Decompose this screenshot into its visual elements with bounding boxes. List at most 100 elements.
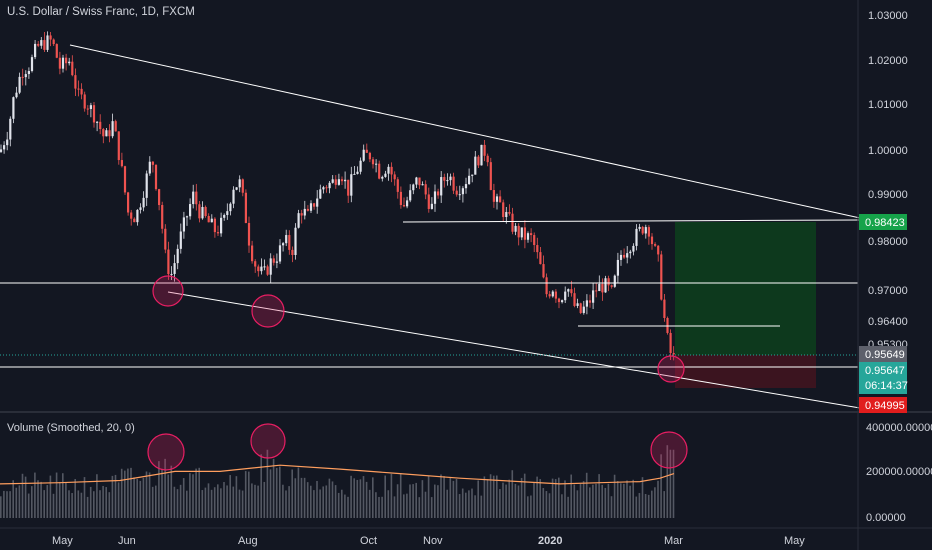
candle-body <box>424 184 427 195</box>
lower-trendline[interactable] <box>167 291 861 409</box>
volume-bar <box>279 466 281 518</box>
volume-circle-1[interactable] <box>147 433 185 471</box>
volume-bar <box>545 491 548 518</box>
volume-bar <box>666 445 669 518</box>
volume-bar <box>124 470 126 518</box>
volume-bar <box>378 496 380 518</box>
candle-body <box>213 218 216 233</box>
touch-circle-3[interactable] <box>657 355 685 383</box>
candle-body <box>632 245 635 252</box>
volume-axis[interactable]: 400000.00000 200000.00000 0.00000 <box>866 422 932 524</box>
price-tick: 0.97000 <box>868 285 908 297</box>
candle-body <box>210 218 213 223</box>
volume-bar <box>65 482 67 518</box>
time-tick: 2020 <box>538 535 562 547</box>
volume-bar <box>368 489 371 518</box>
volume-bar <box>263 481 266 518</box>
target-zone[interactable] <box>675 222 816 355</box>
volume-bar <box>43 490 45 518</box>
volume-bar <box>297 467 300 518</box>
candle-body <box>359 160 362 172</box>
volume-bar <box>260 454 262 518</box>
candle-body <box>561 300 564 303</box>
volume-circle-3[interactable] <box>650 431 688 469</box>
candle-body <box>393 174 396 180</box>
volume-bar <box>613 474 616 518</box>
volume-bar <box>489 474 492 518</box>
volume-bar <box>601 484 603 518</box>
time-axis[interactable]: May Jun Aug Oct Nov 2020 Mar May <box>52 535 805 547</box>
candle-body <box>604 278 607 293</box>
volume-bar <box>151 486 154 518</box>
touch-circle-1[interactable] <box>152 275 184 307</box>
candle-body <box>663 299 666 318</box>
candle-body <box>111 121 114 137</box>
candle-body <box>161 205 164 229</box>
candle-body <box>130 212 133 219</box>
volume-bar <box>235 476 238 518</box>
volume-bar <box>654 487 656 518</box>
candle-body <box>480 144 483 166</box>
candle-body <box>40 40 43 46</box>
volume-bar <box>331 481 334 518</box>
touch-circle-2[interactable] <box>251 294 285 328</box>
candle-body <box>21 76 24 78</box>
candle-body <box>623 254 626 258</box>
time-tick: May <box>784 535 805 547</box>
candle-body <box>12 97 15 119</box>
candle-body <box>616 259 619 276</box>
candle-body <box>127 192 130 213</box>
candle-body <box>77 88 80 90</box>
candle-body <box>601 283 604 293</box>
candle-body <box>263 266 266 268</box>
volume-bar <box>21 473 24 518</box>
candle-body <box>495 196 499 202</box>
candle-body <box>65 57 68 64</box>
volume-bar <box>328 478 331 518</box>
volume-bar <box>657 480 659 518</box>
svg-text:0.98423: 0.98423 <box>865 217 905 229</box>
volume-bar <box>387 490 390 518</box>
volume-bar <box>303 477 306 518</box>
price-tick: 1.02000 <box>868 55 908 67</box>
time-tick: Nov <box>423 535 443 547</box>
candle-body <box>486 155 489 163</box>
candle-body <box>576 303 579 306</box>
stop-zone[interactable] <box>675 355 816 388</box>
volume-bar <box>616 481 619 518</box>
candle-body <box>251 245 254 262</box>
volume-bar <box>40 481 42 518</box>
volume-bar <box>598 474 600 518</box>
candle-body <box>288 235 291 250</box>
upper-trendline[interactable] <box>69 44 861 219</box>
candle-body <box>223 214 226 218</box>
volume-bar <box>282 484 284 518</box>
volume-circle-2[interactable] <box>250 423 286 459</box>
time-tick: May <box>52 535 73 547</box>
candle-body <box>220 217 223 234</box>
volume-bar <box>372 477 374 518</box>
candle-body <box>139 207 142 210</box>
candle-body <box>421 184 424 186</box>
candle-body <box>452 176 455 191</box>
candle-body <box>542 264 545 278</box>
volume-bar <box>520 477 523 518</box>
candle-body <box>151 161 154 165</box>
candle-body <box>375 163 378 165</box>
volume-bar <box>496 475 498 518</box>
candle-body <box>170 273 173 275</box>
volume-tick: 400000.00000 <box>866 422 932 434</box>
volume-bar <box>607 483 610 518</box>
resistance-line[interactable] <box>402 219 861 223</box>
price-tick: 1.01000 <box>868 99 908 111</box>
candle-body <box>672 353 675 355</box>
candle-body <box>406 200 409 207</box>
volume-bar <box>427 475 430 518</box>
volume-bar <box>58 481 61 518</box>
candle-body <box>607 278 610 286</box>
chart-title: U.S. Dollar / Swiss Franc, 1D, FXCM <box>7 6 195 18</box>
volume-bar <box>127 468 129 518</box>
candle-body <box>570 289 573 294</box>
volume-bar <box>71 493 73 518</box>
